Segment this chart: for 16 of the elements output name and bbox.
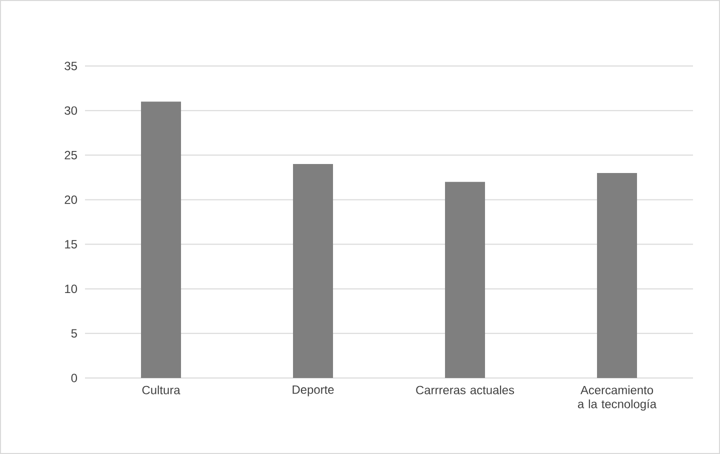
bar — [445, 182, 486, 378]
bar — [141, 102, 182, 378]
x-tick-label: Carrreras actuales — [416, 386, 514, 394]
y-tick-label: 20 — [64, 195, 78, 204]
x-tick-label: Cultura — [142, 386, 180, 394]
y-tick-label: 10 — [65, 284, 78, 294]
y-tick-label: 35 — [64, 62, 77, 70]
y-tick-label: 15 — [65, 240, 77, 248]
bar — [597, 172, 638, 378]
y-tick-label: 0 — [71, 374, 78, 382]
y-tick-label: 5 — [71, 329, 77, 338]
x-tick-label: Deporte — [292, 386, 334, 396]
bar — [293, 164, 334, 378]
y-tick-label: 25 — [64, 150, 77, 160]
y-tick-label: 30 — [64, 106, 78, 115]
x-tick-label: Acercamiento a la tecnología — [578, 386, 657, 411]
